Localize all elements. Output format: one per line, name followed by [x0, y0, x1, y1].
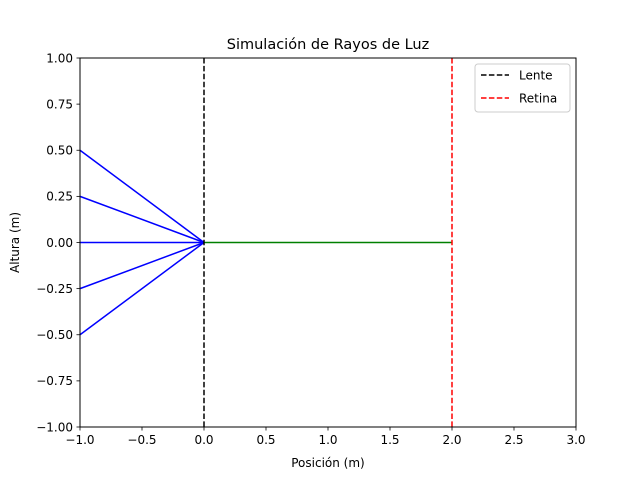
x-tick-label: 2.0: [442, 433, 461, 447]
x-tick-label: −0.5: [127, 433, 156, 447]
y-axis-label: Altura (m): [8, 212, 22, 273]
legend-label-lente: Lente: [519, 68, 553, 82]
legend: Lente Retina: [474, 63, 571, 113]
y-tick-label: −0.75: [36, 374, 73, 388]
incident-ray-5: [79, 241, 205, 336]
x-tick-label: 2.5: [504, 433, 523, 447]
y-tick-label: 0.75: [46, 97, 73, 111]
x-axis-ticks: −1.0 −0.5 0.0 0.5 1.0 1.5 2.0 2.5 3.0: [65, 427, 586, 447]
x-tick-label: 0.0: [194, 433, 213, 447]
x-tick-label: 0.5: [256, 433, 275, 447]
y-tick-label: 1.00: [46, 51, 73, 65]
legend-label-retina: Retina: [519, 91, 557, 105]
y-tick-label: 0.00: [46, 236, 73, 250]
incident-ray-1: [79, 149, 205, 244]
x-tick-label: 3.0: [566, 433, 585, 447]
y-tick-label: 0.50: [46, 144, 73, 158]
chart-title: Simulación de Rayos de Luz: [227, 37, 429, 53]
x-tick-label: −1.0: [65, 433, 94, 447]
x-tick-label: 1.5: [380, 433, 399, 447]
y-axis-ticks: 1.00 0.75 0.50 0.25 0.00 −0.25 −0.50 −0.75 −1.00: [36, 51, 80, 434]
y-tick-label: 0.25: [46, 190, 73, 204]
x-tick-label: 1.0: [318, 433, 337, 447]
x-axis-label: Posición (m): [291, 456, 364, 470]
incident-ray-2: [79, 195, 205, 244]
plot-content: [79, 58, 453, 427]
y-tick-label: −0.50: [36, 328, 73, 342]
y-tick-label: −1.00: [36, 420, 73, 434]
y-tick-label: −0.25: [36, 282, 73, 296]
legend-box: [474, 63, 571, 113]
incident-ray-4: [79, 241, 205, 290]
